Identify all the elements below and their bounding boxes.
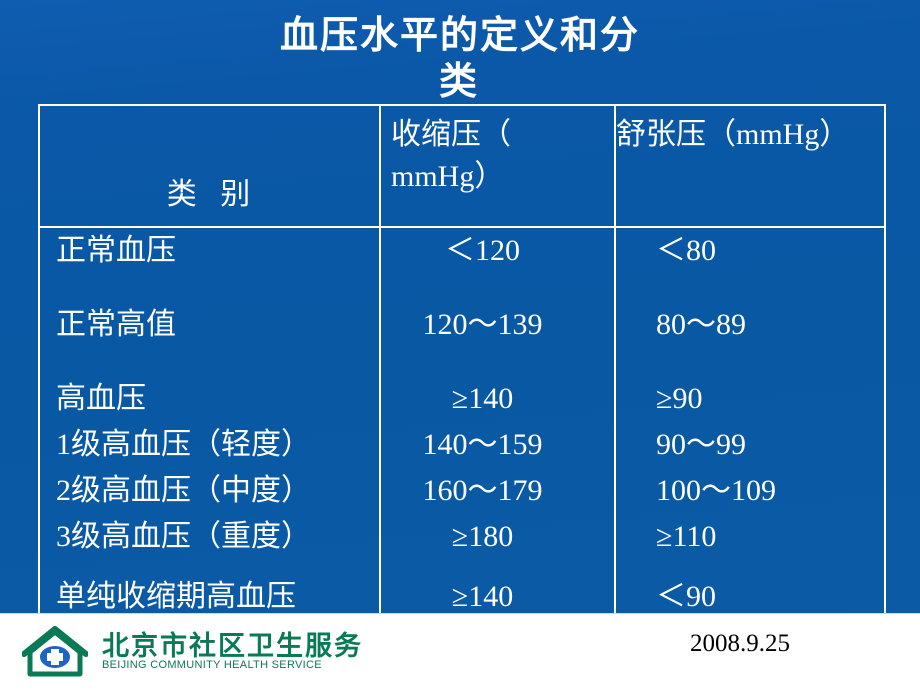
table-row: 2级高血压（中度） 160～179 100～109	[40, 468, 884, 514]
table-header-row: 类 别 收缩压（ mmHg） 舒张压（mmHg）	[40, 106, 884, 227]
bp-table-wrap: 类 别 收缩压（ mmHg） 舒张压（mmHg） 正常血压 ＜120 ＜80 正…	[38, 104, 886, 630]
cell-systolic: ≥140	[380, 376, 615, 422]
table-row: 正常高值 120～139 80～89	[40, 302, 884, 348]
cell-systolic: 160～179	[380, 468, 615, 514]
cell-category: 3级高血压（重度）	[40, 514, 380, 560]
cell-category: 高血压	[40, 376, 380, 422]
cell-diastolic: ≥110	[615, 514, 884, 560]
table-row: 高血压 ≥140 ≥90	[40, 376, 884, 422]
header-category: 类 别	[40, 106, 380, 227]
footer-bar: 北京市社区卫生服务 BEIJING COMMUNITY HEALTH SERVI…	[0, 613, 920, 690]
cell-category: 2级高血压（中度）	[40, 468, 380, 514]
slide-container: 血压水平的定义和分 类 类 别 收缩压（ mmHg） 舒张压（mmHg）	[0, 0, 920, 690]
footer-logo: 北京市社区卫生服务 BEIJING COMMUNITY HEALTH SERVI…	[22, 624, 363, 680]
header-systolic: 收缩压（ mmHg）	[380, 106, 615, 227]
spacer-row	[40, 560, 884, 574]
cell-systolic: 120～139	[380, 302, 615, 348]
spacer-row	[40, 348, 884, 376]
footer-logo-cn: 北京市社区卫生服务	[102, 632, 363, 660]
spacer-row	[40, 274, 884, 302]
cell-category: 正常高值	[40, 302, 380, 348]
cell-systolic: 140～159	[380, 422, 615, 468]
table-row: 正常血压 ＜120 ＜80	[40, 227, 884, 274]
header-diastolic: 舒张压（mmHg）	[615, 106, 884, 227]
cell-diastolic: ＜80	[615, 227, 884, 274]
title-line-2: 类	[0, 60, 920, 106]
cell-diastolic: 100～109	[615, 468, 884, 514]
footer-date: 2008.9.25	[690, 630, 790, 658]
cell-diastolic: 90～99	[615, 422, 884, 468]
table-row: 3级高血压（重度） ≥180 ≥110	[40, 514, 884, 560]
bp-classification-table: 类 别 收缩压（ mmHg） 舒张压（mmHg） 正常血压 ＜120 ＜80 正…	[40, 106, 884, 628]
cell-systolic: ≥180	[380, 514, 615, 560]
title-line-1: 血压水平的定义和分	[0, 14, 920, 60]
slide-title: 血压水平的定义和分 类	[0, 0, 920, 105]
cell-diastolic: ≥90	[615, 376, 884, 422]
cell-systolic: ＜120	[380, 227, 615, 274]
house-cross-icon	[22, 624, 88, 680]
table-row: 1级高血压（轻度） 140～159 90～99	[40, 422, 884, 468]
cell-diastolic: 80～89	[615, 302, 884, 348]
footer-logo-text: 北京市社区卫生服务 BEIJING COMMUNITY HEALTH SERVI…	[102, 632, 363, 672]
footer-logo-en: BEIJING COMMUNITY HEALTH SERVICE	[102, 660, 363, 672]
cell-category: 正常血压	[40, 227, 380, 274]
cell-category: 1级高血压（轻度）	[40, 422, 380, 468]
